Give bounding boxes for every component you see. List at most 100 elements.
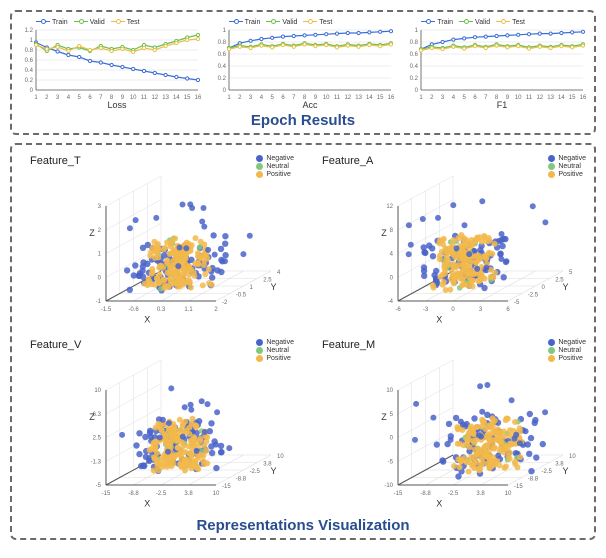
scatter-point bbox=[528, 435, 534, 441]
svg-text:3.8: 3.8 bbox=[184, 491, 193, 497]
epoch-charts-row: TrainValidTest00.20.40.60.811.2123456789… bbox=[16, 18, 590, 110]
scatter-point bbox=[132, 262, 138, 268]
svg-text:6: 6 bbox=[281, 95, 285, 101]
scatter-point bbox=[495, 453, 501, 459]
svg-text:2: 2 bbox=[45, 95, 49, 101]
scatter-point bbox=[133, 217, 139, 223]
legend-item: Neutral bbox=[548, 163, 586, 170]
svg-text:Z: Z bbox=[89, 412, 95, 422]
rep-cell: Feature_A NegativeNeutralPositive-6-3036… bbox=[308, 151, 590, 331]
scatter-point bbox=[471, 415, 477, 421]
svg-text:0.2: 0.2 bbox=[410, 76, 419, 82]
point-train bbox=[378, 30, 381, 33]
scatter-point bbox=[457, 464, 463, 470]
point-train bbox=[539, 32, 542, 35]
svg-text:11: 11 bbox=[334, 95, 341, 101]
point-train bbox=[582, 30, 585, 33]
scatter-point bbox=[182, 449, 188, 455]
svg-text:2: 2 bbox=[238, 95, 242, 101]
svg-text:15: 15 bbox=[377, 95, 384, 101]
point-train bbox=[88, 59, 91, 62]
scatter-point bbox=[447, 287, 453, 293]
scatter-point bbox=[471, 440, 477, 446]
svg-text:X: X bbox=[144, 499, 150, 509]
scatter-point bbox=[450, 202, 456, 208]
legend-item: Valid bbox=[459, 18, 490, 26]
scatter-point bbox=[512, 419, 518, 425]
scatter-point bbox=[499, 231, 505, 237]
scatter-point bbox=[440, 458, 446, 464]
point-test bbox=[292, 45, 295, 48]
scatter-point bbox=[226, 445, 232, 451]
scatter-point bbox=[161, 285, 167, 291]
svg-text:7: 7 bbox=[292, 95, 296, 101]
svg-text:6: 6 bbox=[474, 95, 478, 101]
svg-text:0: 0 bbox=[542, 285, 546, 291]
svg-text:5: 5 bbox=[270, 95, 274, 101]
svg-text:Z: Z bbox=[381, 412, 387, 422]
scatter-point bbox=[153, 215, 159, 221]
legend-label: Negative bbox=[266, 155, 294, 162]
scatter-point bbox=[480, 460, 486, 466]
scatter-point bbox=[168, 250, 174, 256]
rep-chart-0: -1.5-0.60.31.12-2-0.512.54-10123XYZ bbox=[16, 151, 296, 331]
scatter-point bbox=[448, 276, 454, 282]
scatter-point bbox=[136, 451, 142, 457]
svg-text:1: 1 bbox=[250, 285, 254, 291]
point-test bbox=[67, 49, 70, 52]
point-train bbox=[292, 34, 295, 37]
feature-title: Feature_M bbox=[322, 339, 375, 351]
point-train bbox=[186, 77, 189, 80]
scatter-point bbox=[213, 465, 219, 471]
svg-text:10: 10 bbox=[277, 454, 284, 460]
scatter-point bbox=[201, 443, 207, 449]
point-train bbox=[495, 34, 498, 37]
epoch-chart-0: 00.20.40.60.811.212345678910111213141516… bbox=[16, 18, 202, 110]
svg-text:10: 10 bbox=[569, 454, 576, 460]
scatter-point bbox=[181, 266, 187, 272]
svg-text:8: 8 bbox=[390, 228, 394, 234]
scatter-point bbox=[496, 462, 502, 468]
svg-text:0.4: 0.4 bbox=[410, 64, 419, 70]
svg-text:1.2: 1.2 bbox=[25, 28, 34, 34]
legend-item: Negative bbox=[548, 339, 586, 346]
scatter-point bbox=[477, 234, 483, 240]
scatter-point bbox=[151, 439, 157, 445]
scatter-point bbox=[175, 444, 181, 450]
svg-text:12: 12 bbox=[151, 95, 158, 101]
point-train bbox=[474, 36, 477, 39]
scatter-point bbox=[209, 450, 215, 456]
legend-item: Negative bbox=[256, 155, 294, 162]
svg-text:10: 10 bbox=[130, 95, 137, 101]
scatter-point bbox=[127, 287, 133, 293]
point-train bbox=[389, 30, 392, 33]
scatter-point bbox=[472, 459, 478, 465]
scatter-point bbox=[467, 260, 473, 266]
point-train bbox=[132, 67, 135, 70]
scatter-point bbox=[486, 435, 492, 441]
svg-text:14: 14 bbox=[558, 95, 565, 101]
scatter-point bbox=[187, 279, 193, 285]
scatter-point bbox=[199, 398, 205, 404]
svg-text:3: 3 bbox=[98, 204, 102, 210]
scatter-point bbox=[143, 454, 149, 460]
scatter-point bbox=[442, 262, 448, 268]
point-test bbox=[259, 44, 262, 47]
scatter-point bbox=[457, 441, 463, 447]
scatter-point bbox=[208, 420, 214, 426]
legend-label: Negative bbox=[558, 339, 586, 346]
line-legend: TrainValidTest bbox=[36, 18, 140, 26]
scatter-point bbox=[492, 428, 498, 434]
svg-text:0.6: 0.6 bbox=[25, 58, 34, 64]
scatter-point bbox=[205, 401, 211, 407]
svg-text:13: 13 bbox=[355, 95, 362, 101]
svg-text:0.6: 0.6 bbox=[217, 52, 226, 58]
svg-text:7: 7 bbox=[484, 95, 488, 101]
point-test bbox=[132, 50, 135, 53]
svg-text:12: 12 bbox=[537, 95, 544, 101]
scatter-point bbox=[127, 225, 133, 231]
point-test bbox=[474, 45, 477, 48]
point-train bbox=[560, 31, 563, 34]
scatter-point bbox=[460, 422, 466, 428]
scatter-point bbox=[484, 382, 490, 388]
